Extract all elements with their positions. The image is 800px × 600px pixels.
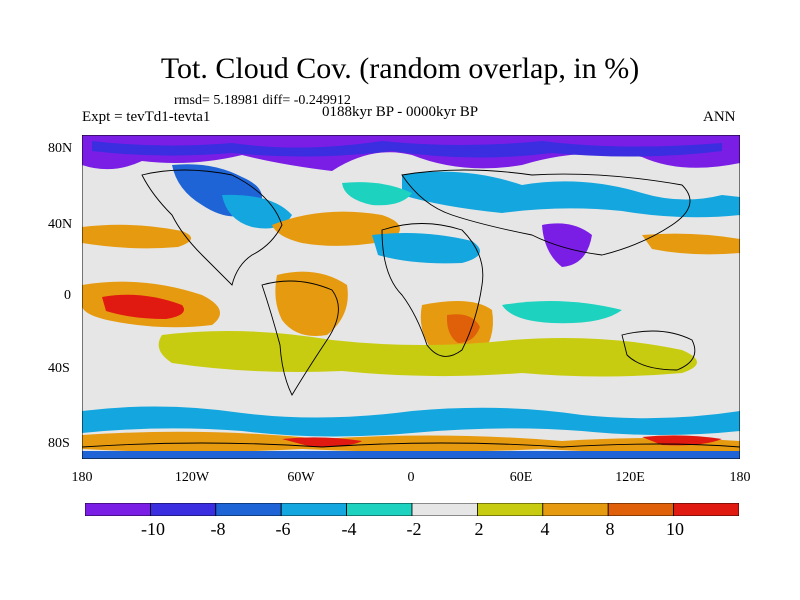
southern-ocean-cyan (82, 406, 740, 437)
antarctic-red (282, 435, 722, 447)
colorbar-label: 4 (540, 519, 550, 539)
lon-label-180w: 180 (71, 470, 93, 485)
colorbar-label: 10 (666, 519, 684, 539)
central-asia-decrease (542, 223, 592, 267)
lat-label-0: 0 (64, 288, 71, 303)
colorbar-label: -8 (210, 519, 226, 539)
colorbar-label: -4 (341, 519, 357, 539)
southern-subtropics-increase (158, 331, 698, 377)
experiment-label: Expt = tevTd1-tevta1 (82, 109, 211, 125)
cloud-cover-map (82, 135, 740, 459)
north-africa-cyan (372, 233, 480, 264)
colorbar-swatch (476, 503, 544, 516)
lat-label-40s: 40S (48, 361, 70, 376)
map-title: Tot. Cloud Cov. (random overlap, in %) (160, 52, 640, 85)
lon-label-60e: 60E (509, 470, 533, 485)
antarctic-orange (82, 431, 740, 453)
colorbar-swatch (673, 503, 739, 516)
lon-label-0: 0 (407, 470, 415, 485)
south-america-increase (275, 271, 348, 336)
colorbar-label: -10 (141, 519, 165, 539)
west-pacific-orange (642, 233, 740, 255)
colorbar-label: -2 (406, 519, 422, 539)
colorbar-swatch (607, 503, 675, 516)
southern-africa-strong (446, 314, 480, 343)
north-america-cyan (222, 194, 292, 229)
north-atlantic-increase (272, 211, 400, 246)
lat-label-80s: 80S (48, 436, 70, 451)
colorbar-label: -6 (275, 519, 291, 539)
east-pacific-strong-increase (102, 294, 184, 319)
colorbar-swatch (346, 503, 413, 516)
lat-label-40n: 40N (48, 217, 73, 232)
colorbar-label: 2 (474, 519, 484, 539)
lat-label-80n: 80N (48, 141, 73, 156)
eurasia-teal (342, 182, 412, 206)
colorbar-swatch (542, 503, 609, 516)
season-label: ANN (703, 109, 736, 125)
colorbar-swatch (215, 503, 282, 516)
antarctic-blue (82, 451, 740, 459)
colorbar-swatch (85, 503, 151, 516)
eurasia-cyan-band (402, 171, 740, 218)
period-label: 0188kyr BP - 0000kyr BP (322, 104, 479, 120)
indian-ocean-decrease (502, 301, 622, 324)
north-pacific-increase (82, 224, 192, 249)
lon-label-120e: 120E (615, 470, 645, 485)
lon-label-60w: 60W (287, 470, 315, 485)
lon-label-120w: 120W (174, 470, 210, 485)
colorbar-swatch (150, 503, 217, 516)
stats-text: rmsd= 5.18981 diff= -0.249912 (174, 93, 351, 108)
colorbar-label: 8 (605, 519, 615, 539)
lon-label-180e: 180 (729, 470, 751, 485)
colorbar-swatch (411, 503, 478, 516)
colorbar-swatch (280, 503, 347, 516)
coastlines (82, 169, 740, 448)
colorbar (85, 503, 739, 516)
arctic-blue-field (92, 141, 722, 158)
